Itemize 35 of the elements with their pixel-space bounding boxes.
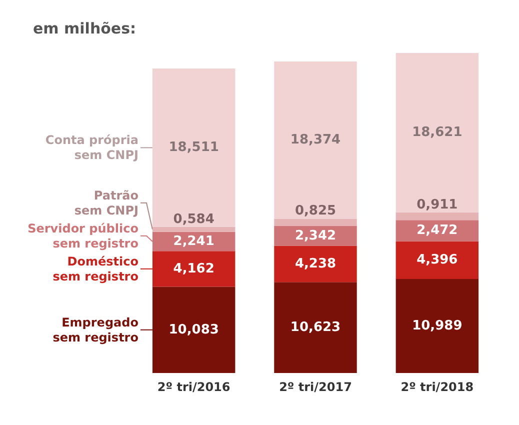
bar	[152, 226, 236, 232]
legend-label: Empregado sem registro	[52, 315, 138, 344]
data-label: 2,241	[173, 234, 214, 249]
bar	[396, 220, 479, 242]
legend-label: Servidor público sem registro	[28, 221, 138, 250]
series-label: Conta própria sem CNPJ	[45, 133, 138, 162]
x-tick-label: 2º tri/2016	[157, 380, 230, 394]
series-label: Patrão sem CNPJ	[74, 188, 138, 218]
bar	[396, 278, 479, 373]
bar	[274, 282, 357, 373]
bar	[396, 241, 479, 279]
bar	[274, 246, 357, 282]
data-label: 18,621	[412, 125, 462, 140]
data-label: 2,342	[294, 228, 336, 244]
data-label: 10,083	[168, 322, 219, 338]
data-label: 0,911	[416, 197, 458, 212]
legend-label: Doméstico sem registro	[52, 254, 138, 284]
bar	[152, 68, 236, 227]
data-label: 10,623	[290, 320, 341, 336]
data-label: 18,374	[290, 132, 341, 148]
bar	[274, 218, 357, 226]
chart-title: em milhões:	[33, 20, 136, 38]
data-label: 18,511	[168, 140, 219, 156]
data-label: 0,584	[173, 212, 214, 227]
data-label: 0,825	[294, 204, 336, 219]
data-label: 4,162	[173, 261, 214, 276]
bar	[396, 53, 479, 212]
x-tick-label: 2º tri/2018	[400, 380, 474, 394]
bar	[274, 61, 357, 219]
data-label: 10,989	[412, 318, 462, 334]
x-tick-label: 2º tri/2017	[279, 380, 352, 394]
data-label: 4,238	[294, 256, 336, 272]
bar	[396, 212, 479, 220]
data-label: 2,472	[416, 223, 458, 238]
data-label: 4,396	[416, 252, 458, 268]
